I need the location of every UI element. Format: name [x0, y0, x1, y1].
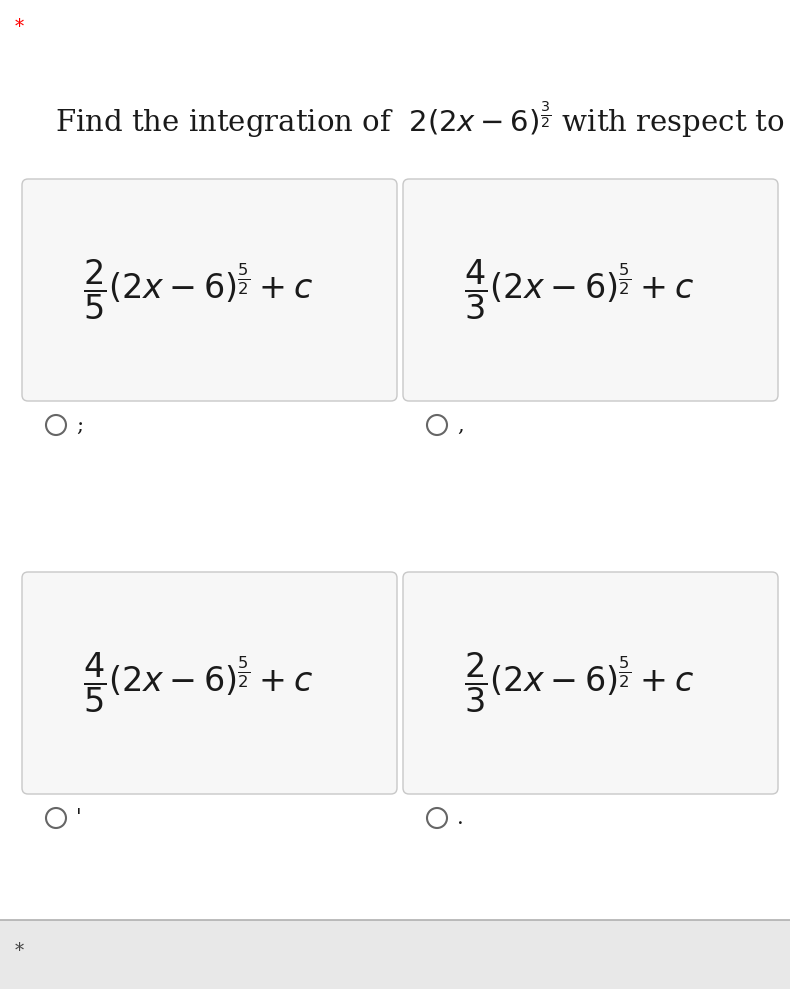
Text: *: *	[15, 942, 24, 960]
FancyBboxPatch shape	[22, 572, 397, 794]
Text: ': '	[76, 808, 81, 828]
Text: $\dfrac{4}{5}(2x-6)^{\frac{5}{2}} +c$: $\dfrac{4}{5}(2x-6)^{\frac{5}{2}} +c$	[83, 651, 313, 715]
Text: .: .	[457, 808, 464, 828]
Text: ;: ;	[76, 415, 83, 434]
FancyBboxPatch shape	[22, 179, 397, 401]
Text: $\dfrac{2}{3}(2x-6)^{\frac{5}{2}} +c$: $\dfrac{2}{3}(2x-6)^{\frac{5}{2}} +c$	[464, 651, 694, 715]
Text: $\dfrac{4}{3}(2x-6)^{\frac{5}{2}} +c$: $\dfrac{4}{3}(2x-6)^{\frac{5}{2}} +c$	[464, 258, 694, 322]
Text: Find the integration of  $2(2x-6)^{\frac{3}{2}}$ with respect to $x$.: Find the integration of $2(2x-6)^{\frac{…	[55, 100, 790, 140]
FancyBboxPatch shape	[403, 572, 778, 794]
Text: ,: ,	[457, 415, 464, 434]
Text: $\dfrac{2}{5}(2x-6)^{\frac{5}{2}} +c$: $\dfrac{2}{5}(2x-6)^{\frac{5}{2}} +c$	[83, 258, 313, 322]
FancyBboxPatch shape	[0, 0, 790, 920]
FancyBboxPatch shape	[403, 179, 778, 401]
Text: *: *	[15, 18, 24, 36]
FancyBboxPatch shape	[0, 920, 790, 989]
